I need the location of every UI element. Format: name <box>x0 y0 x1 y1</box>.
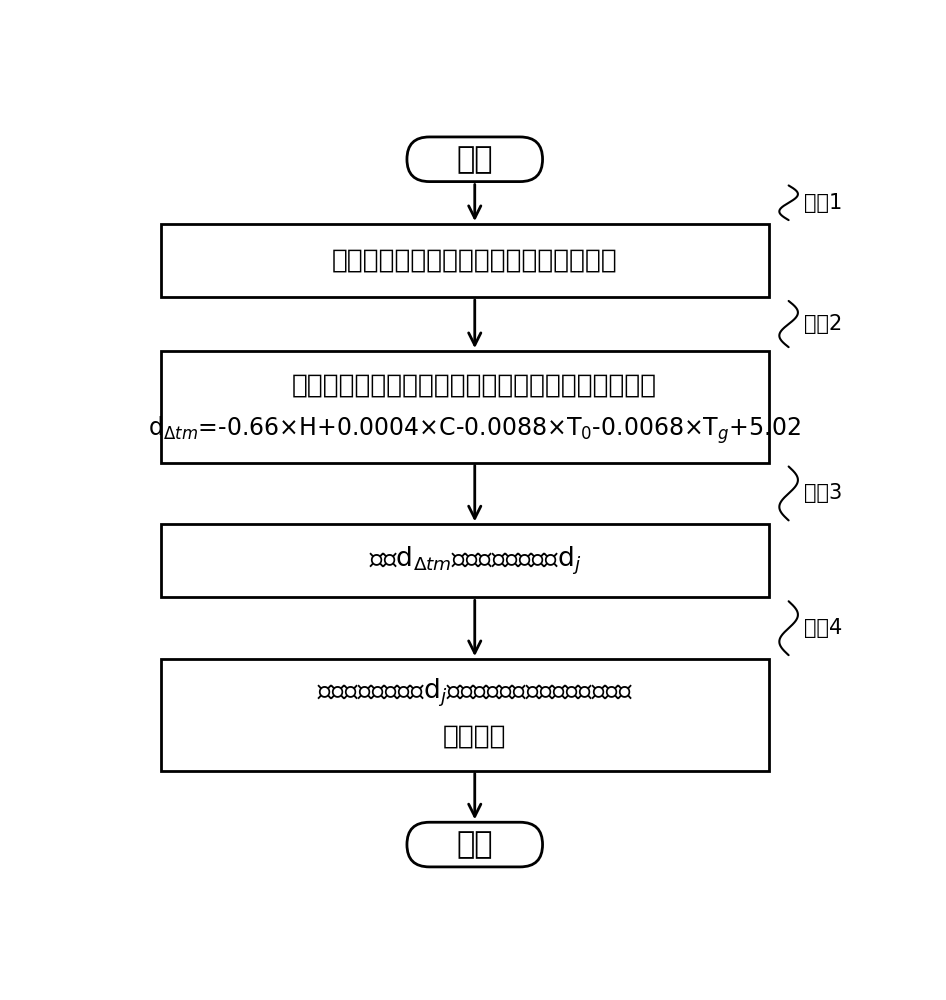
Text: 冷却措施: 冷却措施 <box>443 723 506 749</box>
Text: 步骤4: 步骤4 <box>804 618 842 638</box>
FancyBboxPatch shape <box>161 524 769 597</box>
FancyBboxPatch shape <box>161 659 769 771</box>
Text: 步骤2: 步骤2 <box>804 314 842 334</box>
Text: 结束: 结束 <box>457 830 493 859</box>
FancyBboxPatch shape <box>407 137 543 182</box>
Text: 基于d$_{\Delta tm}$确定通水冷却时间d$_j$: 基于d$_{\Delta tm}$确定通水冷却时间d$_j$ <box>369 545 581 577</box>
Text: 步骤3: 步骤3 <box>804 483 842 503</box>
FancyBboxPatch shape <box>407 822 543 867</box>
Text: d$_{\Delta tm}$=-0.66×H+0.0004×C-0.0088×T$_0$-0.0068×T$_g$+5.02: d$_{\Delta tm}$=-0.66×H+0.0004×C-0.0088×… <box>149 414 801 446</box>
Text: 开始: 开始 <box>457 145 493 174</box>
Text: 计算衬砰结构中热水泥混凝土最大内表温差发生龄期: 计算衬砰结构中热水泥混凝土最大内表温差发生龄期 <box>292 372 657 398</box>
FancyBboxPatch shape <box>161 351 769 463</box>
Text: 根据通水冷却时间d$_j$进一步优化衬砌中热混凝土通水: 根据通水冷却时间d$_j$进一步优化衬砌中热混凝土通水 <box>317 677 633 709</box>
Text: 收集衬砰结构中热水泥混凝土温控用资料: 收集衬砰结构中热水泥混凝土温控用资料 <box>332 248 618 274</box>
Text: 步骤1: 步骤1 <box>804 193 842 213</box>
FancyBboxPatch shape <box>161 224 769 297</box>
